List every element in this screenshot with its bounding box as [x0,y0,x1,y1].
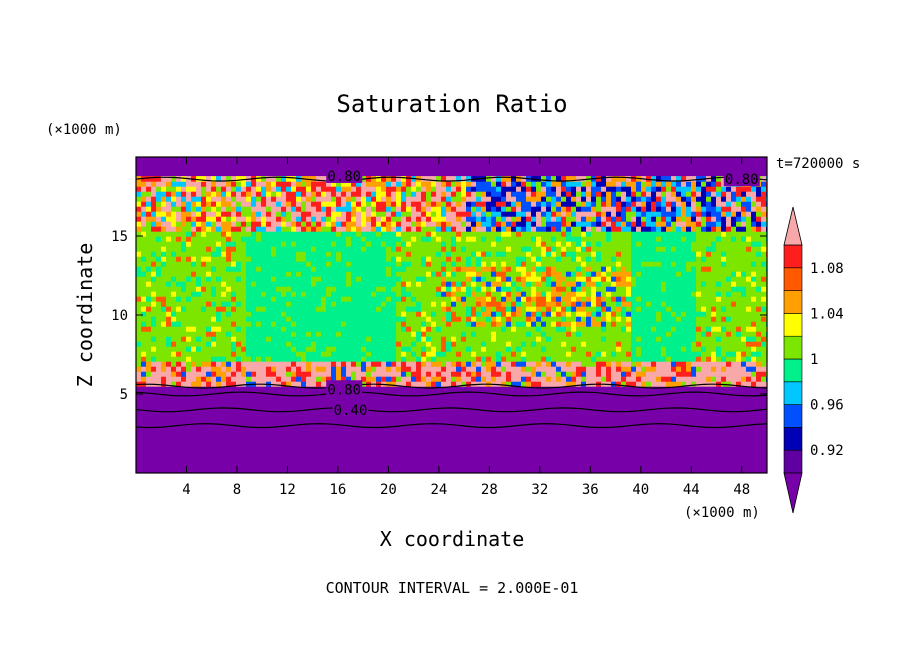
y-tick-label-0: 5 [120,387,128,403]
footer-contour-interval: CONTOUR INTERVAL = 2.000E-01 [326,579,579,597]
x-axis: 4 8 12 16 20 24 28 32 36 40 44 48 [182,157,750,498]
contour-label-3: 0.40 [334,403,368,419]
colorbar-swatch-1 [783,427,803,451]
colorbar-swatch-7 [783,290,803,314]
contour-line-1 [136,383,767,389]
time-label: t=720000 s [776,156,860,172]
colorbar: 0.92 0.96 1 1.04 1.08 [783,206,844,514]
x-tick-label-5: 24 [430,482,447,498]
colorbar-swatch-3 [783,381,803,405]
colorbar-swatch-6 [783,313,803,337]
x-tick-label-9: 40 [632,482,649,498]
x-axis-label: X coordinate [380,527,525,551]
contour-line-4 [136,423,767,429]
x-tick-label-4: 20 [380,482,397,498]
y-axis-label: Z coordinate [73,243,97,388]
colorbar-over-arrow [783,206,803,246]
y-tick-label-1: 10 [111,308,128,324]
y-unit-label: (×1000 m) [46,122,122,138]
colorbar-swatch-0 [783,449,803,474]
contour-line-3 [136,407,767,413]
colorbar-swatch-4 [783,358,803,383]
colorbar-swatch-8 [783,267,803,291]
x-tick-label-7: 32 [531,482,548,498]
colorbar-label-1: 0.96 [810,398,844,414]
x-tick-label-1: 8 [233,482,241,498]
heatmap-field [136,157,767,473]
x-tick-label-11: 48 [733,482,750,498]
colorbar-under-arrow [783,472,803,514]
colorbar-swatch-2 [783,404,803,428]
y-axis: 5 10 15 [111,229,767,403]
x-tick-label-2: 12 [279,482,296,498]
x-tick-label-0: 4 [182,482,190,498]
x-tick-label-8: 36 [582,482,599,498]
contour-labels: 0.80 0.80 0.80 0.40 [326,166,760,419]
contour-label-2: 0.80 [327,382,361,398]
x-tick-label-3: 16 [329,482,346,498]
colorbar-label-2: 1 [810,352,818,368]
colorbar-label-4: 1.08 [810,261,844,277]
colorbar-swatch-5 [783,335,803,360]
x-tick-label-10: 44 [683,482,700,498]
contour-label-0: 0.80 [327,169,361,185]
colorbar-label-3: 1.04 [810,306,844,322]
x-unit-label: (×1000 m) [684,505,760,521]
y-tick-label-2: 15 [111,229,128,245]
contour-label-1: 0.80 [725,172,759,188]
chart-title: Saturation Ratio [336,90,567,118]
x-tick-label-6: 28 [481,482,498,498]
colorbar-label-0: 0.92 [810,443,844,459]
contour-line-0 [136,176,767,182]
colorbar-swatch-9 [783,244,803,269]
contour-line-2 [136,391,767,397]
